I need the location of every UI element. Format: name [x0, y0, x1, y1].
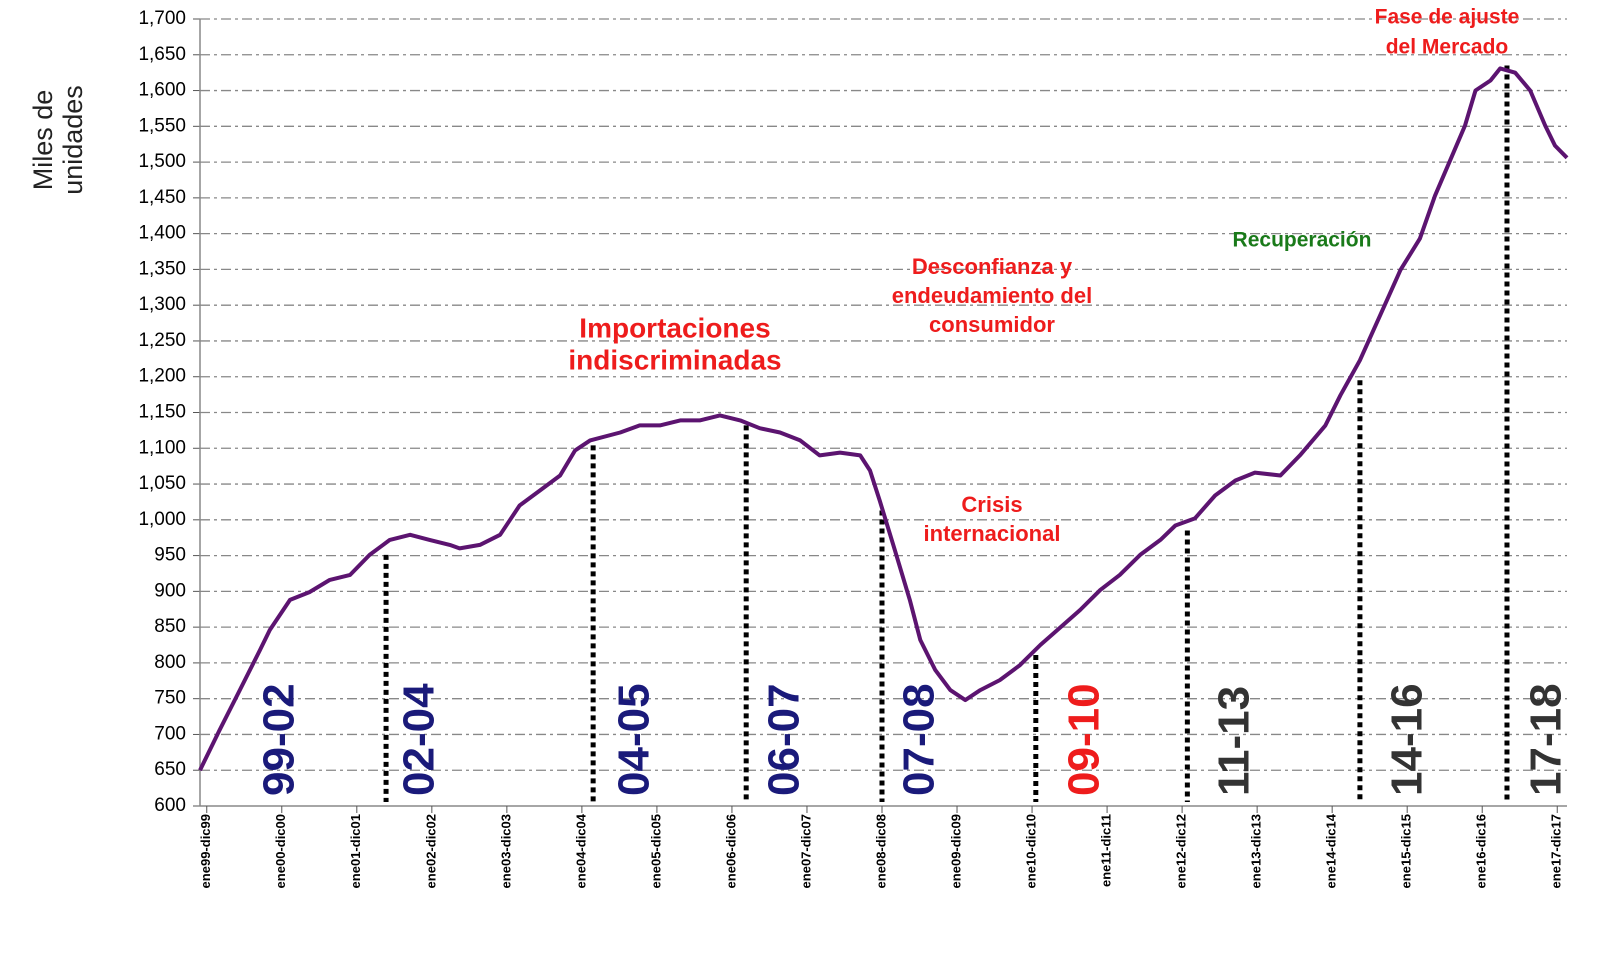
- y-tick-label: 1,500: [138, 151, 186, 172]
- y-tick-label: 1,050: [138, 473, 186, 494]
- y-tick-label: 1,700: [138, 8, 186, 29]
- annotation: Fase de ajuste: [1375, 6, 1520, 29]
- y-tick-label: 1,250: [138, 330, 186, 351]
- x-tick-label: ene04-dic04: [573, 813, 588, 888]
- x-tick-label: ene09-dic09: [948, 814, 963, 888]
- y-tick-label: 900: [154, 580, 186, 601]
- y-tick-label: 1,200: [138, 366, 186, 387]
- y-axis-title: Miles de: [28, 90, 58, 191]
- y-tick-label: 1,400: [138, 223, 186, 244]
- annotation: endeudamiento del: [892, 283, 1092, 308]
- annotation: indiscriminadas: [568, 344, 781, 375]
- x-tick-label: ene07-dic07: [798, 814, 813, 888]
- y-axis-title: unidades: [58, 85, 88, 195]
- annotation: internacional: [924, 521, 1061, 546]
- x-tick-label: ene06-dic06: [723, 814, 738, 888]
- y-tick-label: 1,100: [138, 437, 186, 458]
- annotation: Crisis: [961, 492, 1022, 517]
- x-tick-label: ene00-dic00: [273, 814, 288, 888]
- x-tick-label: ene15-dic15: [1399, 814, 1414, 888]
- y-tick-label: 800: [154, 652, 186, 673]
- y-tick-label: 1,300: [138, 294, 186, 315]
- x-tick-label: ene01-dic01: [348, 814, 363, 888]
- y-tick-label: 650: [154, 759, 186, 780]
- period-label: 04-05: [610, 683, 659, 796]
- period-label: 14-16: [1383, 683, 1432, 796]
- y-tick-label: 1,450: [138, 187, 186, 208]
- y-tick-label: 1,600: [138, 80, 186, 101]
- period-label: 09-10: [1060, 683, 1109, 796]
- y-tick-label: 700: [154, 723, 186, 744]
- x-tick-label: ene02-dic02: [423, 814, 438, 888]
- annotation: del Mercado: [1386, 36, 1509, 59]
- annotation: Recuperación: [1233, 229, 1372, 252]
- annotation: Desconfianza y: [912, 254, 1073, 279]
- y-tick-label: 850: [154, 616, 186, 637]
- x-tick-label: ene11-dic11: [1099, 814, 1114, 887]
- x-tick-label: ene10-dic10: [1023, 814, 1038, 888]
- x-tick-label: ene03-dic03: [498, 814, 513, 888]
- y-tick-label: 1,550: [138, 115, 186, 136]
- y-tick-label: 1,150: [138, 402, 186, 423]
- x-tick-label: ene05-dic05: [648, 814, 663, 888]
- y-tick-label: 950: [154, 545, 186, 566]
- y-tick-label: 1,000: [138, 509, 186, 530]
- period-label: 07-08: [895, 683, 944, 796]
- x-tick-label: ene16-dic16: [1474, 814, 1489, 888]
- period-label: 02-04: [395, 683, 444, 796]
- x-tick-label: ene12-dic12: [1174, 814, 1189, 888]
- period-label: 11-13: [1210, 686, 1259, 796]
- period-label: 17-18: [1522, 683, 1571, 796]
- y-tick-label: 1,350: [138, 258, 186, 279]
- x-tick-label: ene13-dic13: [1249, 814, 1264, 888]
- x-tick-label: ene17-dic17: [1549, 814, 1564, 888]
- annotation: Importaciones: [579, 312, 770, 343]
- y-tick-label: 600: [154, 795, 186, 816]
- x-tick-label: ene08-dic08: [873, 814, 888, 888]
- y-tick-label: 1,650: [138, 44, 186, 65]
- period-label: 99-02: [255, 683, 304, 796]
- series-line: [198, 66, 1569, 772]
- x-tick-label: ene99-dic99: [198, 814, 213, 888]
- annotation: consumidor: [929, 312, 1055, 337]
- x-tick-label: ene14-dic14: [1324, 813, 1339, 888]
- period-label: 06-07: [760, 683, 809, 796]
- y-tick-label: 750: [154, 688, 186, 709]
